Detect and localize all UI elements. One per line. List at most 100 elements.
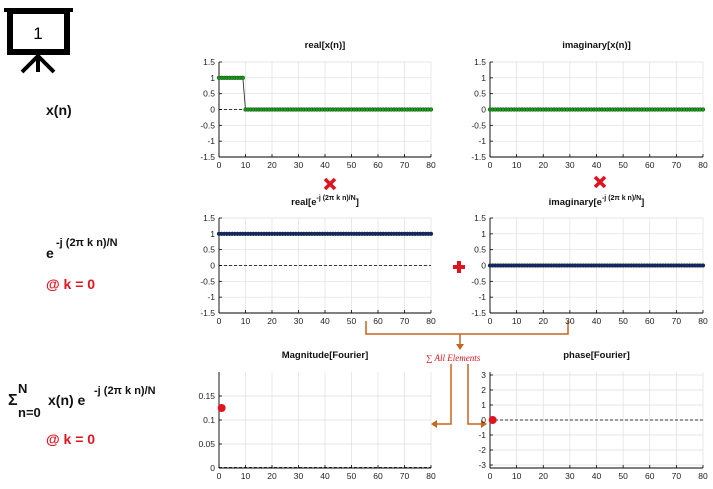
chart-imag-e: 0 10 20 30 40 50 60 70 80 -1.5 -1 -0.5 0 0.5 1 1.5 imagi… <box>471 195 708 326</box>
y-tick-label: -1 <box>207 292 215 302</box>
y-tick-label: -1.5 <box>200 308 215 318</box>
x-tick-label: 80 <box>426 316 436 326</box>
x-tick-label: 50 <box>618 471 628 481</box>
x-tick-label: 40 <box>592 316 602 326</box>
y-tick-label: 0 <box>210 105 215 115</box>
data-point <box>488 416 497 424</box>
x-tick-label: 50 <box>347 471 357 481</box>
x-tick-label: 10 <box>241 160 251 170</box>
y-tick-label: 1 <box>210 229 215 239</box>
x-tick-label: 40 <box>592 471 602 481</box>
arrow-head <box>431 420 437 428</box>
y-tick-label: 0.5 <box>203 89 215 99</box>
chart-title: imaginary[x(n)] <box>562 40 631 51</box>
y-tick-label: -2 <box>478 445 486 455</box>
x-tick-label: 10 <box>241 471 251 481</box>
data-point <box>428 231 434 236</box>
chart-real-e: 0 10 20 30 40 50 60 70 80 -1.5 -1 -0.5 0 0.5 1 1.5 real[… <box>200 195 436 326</box>
x-tick-label: 10 <box>512 160 522 170</box>
data-point <box>700 263 706 268</box>
x-tick-label: 60 <box>373 471 383 481</box>
x-tick-label: 30 <box>294 160 304 170</box>
data-point <box>217 404 226 412</box>
x-tick-label: 20 <box>539 160 549 170</box>
x-tick-label: 0 <box>217 471 222 481</box>
y-tick-label: 1 <box>210 73 215 83</box>
x-tick-label: 50 <box>347 316 357 326</box>
y-tick-label: -3 <box>478 460 486 470</box>
x-tick-label: 10 <box>512 471 522 481</box>
y-tick-label: 1 <box>481 400 486 410</box>
y-tick-label: 0.1 <box>203 415 215 425</box>
x-tick-label: 0 <box>488 471 493 481</box>
x-tick-label: 10 <box>512 316 522 326</box>
y-tick-label: 0 <box>481 105 486 115</box>
multiply-icon <box>323 177 337 191</box>
exp-base: e <box>46 245 54 261</box>
presentation-board-icon: 1 <box>4 8 73 74</box>
chart-imag-x: 0 10 20 30 40 50 60 70 80 -1.5 -1 -0.5 0 0.5 1 1.5 imagi… <box>471 40 708 170</box>
x-tick-label: 70 <box>400 160 410 170</box>
slide-number: 1 <box>33 24 42 43</box>
x-tick-label: 40 <box>320 160 330 170</box>
chart-title: real[e-j (2π k n)/N] <box>291 195 359 208</box>
x-tick-label: 20 <box>539 471 549 481</box>
x-tick-label: 20 <box>267 160 277 170</box>
x-tick-label: 50 <box>618 160 628 170</box>
x-tick-label: 60 <box>373 160 383 170</box>
x-tick-label: 30 <box>294 471 304 481</box>
arrow-head <box>481 420 487 428</box>
y-tick-label: -1.5 <box>200 152 215 162</box>
x-tick-label: 40 <box>592 160 602 170</box>
y-tick-label: 0.15 <box>198 391 215 401</box>
x-tick-label: 30 <box>565 471 575 481</box>
y-tick-label: 1.5 <box>474 213 486 223</box>
y-tick-label: 3 <box>481 370 486 380</box>
x-tick-label: 70 <box>672 160 682 170</box>
y-tick-label: 1 <box>481 229 486 239</box>
x-tick-label: 70 <box>672 471 682 481</box>
y-tick-label: -1 <box>478 136 486 146</box>
y-tick-label: 1.5 <box>474 57 486 67</box>
y-tick-label: 2 <box>481 385 486 395</box>
x-tick-label: 10 <box>241 316 251 326</box>
y-tick-label: 0 <box>210 261 215 271</box>
x-tick-label: 30 <box>565 160 575 170</box>
multiply-icon <box>593 175 607 189</box>
x-tick-label: 80 <box>426 160 436 170</box>
y-tick-label: -1 <box>478 292 486 302</box>
x-tick-label: 40 <box>320 316 330 326</box>
y-tick-label: -1.5 <box>471 152 486 162</box>
data-point <box>700 107 706 112</box>
y-tick-label: -1.5 <box>471 308 486 318</box>
x-tick-label: 30 <box>294 316 304 326</box>
k-note-1: @ k = 0 <box>46 276 95 292</box>
x-tick-label: 0 <box>217 160 222 170</box>
y-tick-label: 0.5 <box>203 245 215 255</box>
x-tick-label: 70 <box>400 316 410 326</box>
sum-lower: n=0 <box>18 405 41 420</box>
y-tick-label: -0.5 <box>200 276 215 286</box>
chart-phase: 0 10 20 30 40 50 60 70 80 -3 -2 -1 0 1 2 3 phase[Fourier… <box>478 350 708 481</box>
y-tick-label: 0 <box>481 261 486 271</box>
sum-sup: -j (2π k n)/N <box>94 385 156 397</box>
x-tick-label: 50 <box>347 160 357 170</box>
x-tick-label: 60 <box>645 471 655 481</box>
y-tick-label: -0.5 <box>471 276 486 286</box>
y-tick-label: 1 <box>481 73 486 83</box>
arrow-head <box>456 344 464 350</box>
plus-icon <box>453 261 465 273</box>
x-tick-label: 80 <box>698 471 708 481</box>
chart-title: imaginary[e-j (2π k n)/N] <box>549 195 645 208</box>
sum-arrows <box>365 321 569 425</box>
x-tick-label: 60 <box>373 316 383 326</box>
data-point <box>240 75 246 80</box>
y-tick-label: 0.5 <box>474 89 486 99</box>
sum-upper: N <box>18 381 27 396</box>
x-tick-label: 80 <box>426 471 436 481</box>
chart-real-x: 0 10 20 30 40 50 60 70 80 -1.5 -1 -0.5 0 0.5 1 1.5 real[… <box>200 40 436 170</box>
y-tick-label: -0.5 <box>471 120 486 130</box>
k-note-2: @ k = 0 <box>46 431 95 447</box>
x-tick-label: 20 <box>267 471 277 481</box>
